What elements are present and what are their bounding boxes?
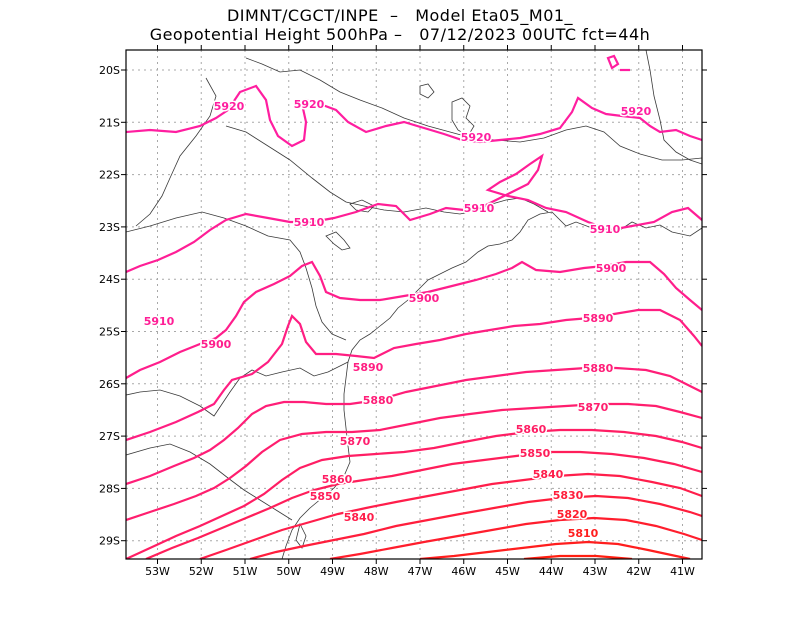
lon-label: 49W	[320, 565, 345, 578]
contour-label: 5870	[340, 435, 371, 448]
contour-label: 5920	[294, 98, 325, 111]
lat-label: 23S	[99, 221, 120, 234]
contour-label: 5910	[294, 216, 325, 229]
contour-label: 5920	[214, 100, 245, 113]
coastline-and-borders	[126, 50, 702, 559]
contour-label: 5920	[461, 131, 492, 144]
lat-label: 21S	[99, 116, 120, 129]
lon-label: 52W	[189, 565, 214, 578]
state-border-west	[126, 361, 349, 417]
contour-5800	[523, 554, 633, 559]
lake-1	[451, 97, 475, 137]
contour-5880	[126, 366, 702, 486]
lat-label: 27S	[99, 430, 120, 443]
axis-ticks	[121, 45, 707, 564]
contour-label: 5840	[344, 511, 375, 524]
contour-label: 5900	[201, 338, 232, 351]
lake-2	[419, 83, 435, 99]
contour-label: 5820	[557, 508, 588, 521]
contour-5830	[249, 494, 702, 559]
contour-5890	[126, 308, 702, 442]
lake-3	[325, 231, 351, 251]
contour-label: 5910	[464, 202, 495, 215]
contour-label: 5810	[568, 527, 599, 540]
contour-5910	[126, 153, 702, 274]
lon-label: 45W	[495, 565, 520, 578]
contour-label: 5890	[583, 312, 614, 325]
contour-label: 5860	[322, 473, 353, 486]
contour-5860	[126, 428, 702, 559]
lon-label: 53W	[145, 565, 170, 578]
lon-label: 43W	[583, 565, 608, 578]
state-border-south	[126, 443, 293, 521]
contour-5920-a	[126, 84, 702, 148]
lat-label: 20S	[99, 64, 120, 77]
lon-label: 42W	[626, 565, 651, 578]
lon-label: 41W	[670, 565, 695, 578]
lat-label: 28S	[99, 482, 120, 495]
lat-label: 24S	[99, 273, 120, 286]
lagoon	[295, 522, 307, 549]
contour-label: 5910	[590, 223, 621, 236]
contour-5850	[145, 450, 702, 559]
longitude-labels: 53W 52W 51W 50W 49W 48W 47W 46W 45W 44W 43W 42W 41W	[145, 565, 695, 578]
coastline	[281, 211, 702, 559]
contour-5840	[199, 472, 702, 559]
contour-labels: 5920 5920 5920 5920 5910 5910 5910 5910 …	[142, 97, 653, 542]
lat-label: 22S	[99, 169, 120, 182]
lon-label: 51W	[233, 565, 258, 578]
contour-label: 5890	[353, 361, 384, 374]
map-title-line-2: Geopotential Height 500hPa – 07/12/2023 …	[149, 25, 651, 44]
state-border-mid	[135, 77, 217, 227]
state-border-north	[245, 57, 702, 161]
lat-label: 25S	[99, 326, 120, 339]
contour-label: 5830	[553, 489, 584, 502]
contour-label: 5850	[310, 490, 341, 503]
lon-label: 47W	[408, 565, 433, 578]
contour-label: 5910	[144, 315, 175, 328]
lat-lon-grid	[126, 50, 702, 559]
lon-label: 50W	[276, 565, 301, 578]
contour-5820	[329, 516, 702, 559]
contour-5870	[126, 402, 702, 522]
state-border-paraguay	[126, 211, 347, 341]
lon-label: 44W	[539, 565, 564, 578]
contour-label: 5920	[621, 105, 652, 118]
contour-label: 5880	[583, 362, 614, 375]
lat-label: 29S	[99, 535, 120, 548]
lake-4	[349, 199, 375, 213]
latitude-labels: 20S 21S 22S 23S 24S 25S 26S 27S 28S 29S	[99, 64, 120, 548]
map-title-line-1: DIMNT/CGCT/INPE – Model Eta05_M01_	[226, 6, 574, 25]
contour-lines	[126, 54, 702, 559]
lon-label: 46W	[451, 565, 476, 578]
lat-label: 26S	[99, 378, 120, 391]
lon-label: 48W	[364, 565, 389, 578]
state-border-sp-mg	[225, 125, 549, 215]
contour-label: 5880	[363, 394, 394, 407]
contour-5900	[126, 260, 702, 379]
contour-5810	[419, 540, 691, 559]
contour-label: 5860	[516, 423, 547, 436]
contour-label: 5870	[578, 401, 609, 414]
contour-label: 5900	[409, 292, 440, 305]
contour-5920-b	[606, 54, 620, 70]
map-frame	[125, 49, 703, 560]
contour-label: 5850	[520, 447, 551, 460]
state-border-rj-es	[645, 50, 702, 165]
contour-label: 5900	[596, 262, 627, 275]
contour-label: 5840	[533, 468, 564, 481]
